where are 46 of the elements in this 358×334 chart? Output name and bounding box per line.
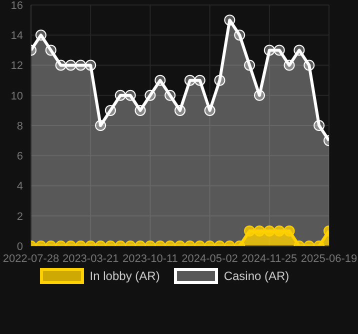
- y-tick-label: 8: [16, 120, 23, 132]
- point: [144, 90, 156, 101]
- point: [164, 90, 176, 101]
- y-tick-label: 2: [16, 210, 23, 223]
- point: [95, 120, 106, 131]
- x-tick-label: 2024-11-25: [242, 252, 298, 265]
- point: [45, 44, 56, 56]
- point: [194, 74, 206, 86]
- y-tick-label: 12: [10, 60, 23, 72]
- point: [244, 60, 256, 71]
- point: [204, 104, 216, 116]
- point: [314, 120, 325, 131]
- y-tick-label: 16: [10, 0, 23, 12]
- point: [65, 60, 76, 71]
- point: [214, 74, 226, 86]
- point: [234, 30, 246, 41]
- point: [284, 60, 295, 71]
- point: [114, 90, 126, 101]
- point: [154, 74, 166, 86]
- y-tick-label: 6: [16, 150, 23, 163]
- point: [274, 44, 285, 56]
- y-tick-label: 10: [10, 90, 23, 102]
- point: [35, 30, 46, 41]
- point: [124, 90, 136, 101]
- point: [174, 104, 186, 116]
- point: [85, 60, 96, 71]
- x-tick-label: 2023-10-11: [122, 252, 178, 265]
- point: [304, 60, 315, 71]
- y-tick-label: 0: [16, 240, 23, 253]
- x-tick-label: 2022-07-28: [2, 252, 60, 265]
- x-tick-label: 2023-03-21: [62, 252, 119, 265]
- point: [134, 104, 146, 116]
- point: [264, 44, 275, 56]
- x-tick-label: 2025-06-19: [300, 252, 358, 265]
- point: [224, 14, 236, 26]
- point: [55, 60, 66, 71]
- x-tick-label: 2024-05-02: [182, 252, 238, 265]
- point: [294, 44, 305, 56]
- y-tick-label: 4: [16, 180, 23, 193]
- legend-label: In lobby (AR): [90, 269, 160, 283]
- legend-label: Casino (AR): [224, 269, 290, 283]
- point: [104, 104, 116, 116]
- point: [184, 74, 196, 86]
- y-tick-label: 14: [10, 30, 23, 42]
- point: [254, 90, 265, 101]
- point: [75, 60, 86, 71]
